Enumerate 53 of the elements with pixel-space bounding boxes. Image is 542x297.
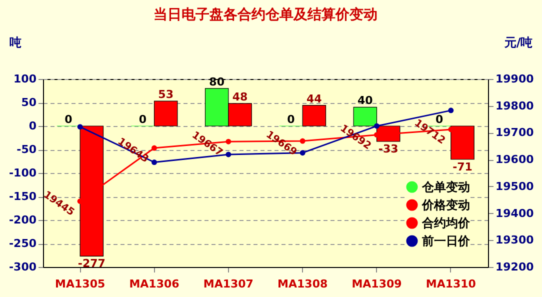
data-label: 48 bbox=[232, 90, 248, 104]
y-tick-label: -50 bbox=[16, 143, 37, 156]
x-tick-label: MA1306 bbox=[129, 278, 180, 290]
y2-axis-title: 元/吨 bbox=[503, 36, 533, 50]
data-label: -71 bbox=[452, 160, 472, 174]
data-label: -277 bbox=[78, 257, 106, 270]
y2-tick-label: 19400 bbox=[496, 206, 534, 220]
data-label: 0 bbox=[287, 113, 296, 126]
point bbox=[152, 160, 157, 165]
y-tick-label: -300 bbox=[8, 260, 37, 274]
y2-tick-label: 19800 bbox=[496, 99, 534, 112]
bar bbox=[154, 100, 178, 126]
x-tick-label: MA1307 bbox=[203, 278, 254, 290]
data-label: 0 bbox=[64, 113, 73, 126]
data-label: -33 bbox=[378, 142, 398, 156]
y-tick-label: 50 bbox=[21, 96, 37, 109]
chart-title: 当日电子盘各合约仓单及结算价变动 bbox=[154, 6, 378, 23]
legend-label: 前一日价 bbox=[421, 234, 471, 248]
point bbox=[374, 123, 380, 129]
x-tick-label: MA1310 bbox=[426, 278, 476, 290]
y2-tick-label: 19200 bbox=[496, 260, 534, 274]
point bbox=[226, 152, 232, 158]
y-axis-title: 吨 bbox=[10, 36, 22, 50]
y-tick-label: 100 bbox=[14, 72, 37, 86]
bar bbox=[302, 105, 326, 126]
y-tick-label: 0 bbox=[28, 120, 37, 132]
y-tick-label: -100 bbox=[8, 166, 37, 180]
point bbox=[300, 150, 306, 156]
legend-label: 合约均价 bbox=[421, 216, 471, 230]
y-tick-label: -200 bbox=[8, 214, 37, 226]
data-label: 40 bbox=[358, 94, 374, 108]
data-label: 53 bbox=[158, 88, 174, 102]
y2-tick-label: 19300 bbox=[496, 234, 534, 247]
y2-tick-label: 19700 bbox=[496, 126, 534, 140]
point bbox=[448, 108, 454, 114]
legend-label: 仓单变动 bbox=[421, 180, 470, 194]
point bbox=[226, 138, 232, 144]
y2-tick-label: 19900 bbox=[496, 72, 534, 86]
x-tick-label: MA1305 bbox=[55, 278, 106, 290]
data-label: 0 bbox=[138, 113, 147, 126]
bar bbox=[450, 126, 474, 160]
point bbox=[152, 145, 157, 151]
x-tick-label: MA1308 bbox=[278, 278, 328, 290]
y2-tick-label: 19600 bbox=[496, 153, 534, 166]
x-tick-label: MA1309 bbox=[352, 278, 402, 290]
point bbox=[300, 138, 306, 144]
y-tick-label: -150 bbox=[8, 190, 37, 203]
y2-tick-label: 19500 bbox=[496, 180, 534, 193]
data-label: 44 bbox=[306, 92, 322, 106]
bar bbox=[353, 106, 378, 126]
point bbox=[77, 124, 83, 130]
y-tick-label: -250 bbox=[8, 237, 37, 250]
legend-label: 价格变动 bbox=[421, 198, 470, 212]
